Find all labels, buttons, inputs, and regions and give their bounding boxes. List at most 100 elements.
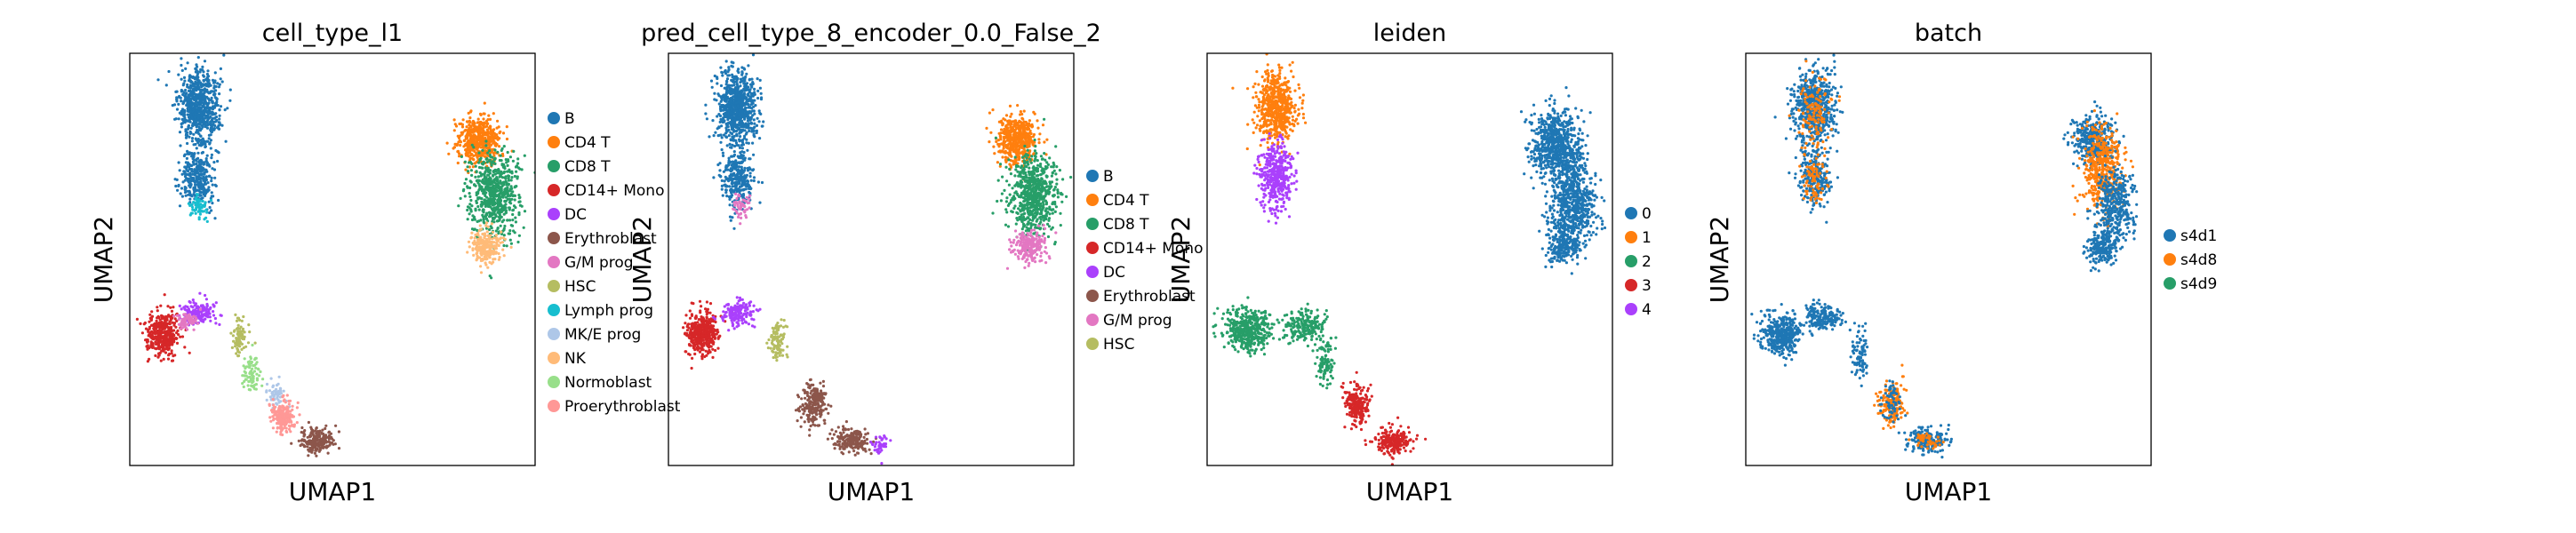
point: [190, 94, 194, 98]
point: [753, 122, 756, 125]
point: [236, 354, 240, 358]
point: [743, 134, 747, 138]
point: [337, 430, 340, 434]
point: [202, 79, 205, 83]
point: [183, 187, 187, 191]
point: [487, 252, 491, 256]
point: [311, 433, 315, 436]
point: [508, 194, 512, 197]
point: [285, 430, 289, 434]
point: [171, 359, 175, 362]
point: [174, 325, 178, 329]
point: [158, 351, 162, 354]
point: [740, 66, 744, 69]
point: [725, 77, 730, 81]
point: [743, 129, 747, 132]
point: [470, 231, 474, 235]
point: [502, 208, 506, 211]
point: [164, 321, 168, 325]
point: [483, 112, 486, 115]
point: [746, 169, 750, 172]
point: [480, 227, 484, 231]
point: [704, 112, 708, 115]
point: [731, 143, 734, 147]
point: [508, 168, 511, 171]
point: [291, 408, 294, 411]
point: [166, 341, 170, 345]
point: [187, 108, 190, 112]
point: [736, 76, 740, 80]
point: [189, 318, 193, 322]
point: [179, 192, 182, 195]
point: [720, 136, 724, 139]
point: [195, 193, 199, 196]
point: [489, 234, 492, 237]
point: [736, 204, 740, 208]
point: [278, 407, 282, 411]
point: [197, 189, 201, 193]
point: [761, 124, 764, 128]
point: [212, 90, 216, 93]
point: [235, 327, 239, 330]
point: [283, 398, 286, 402]
point: [724, 191, 728, 195]
point: [308, 434, 312, 437]
point: [717, 125, 721, 130]
point: [733, 115, 737, 119]
point: [146, 339, 149, 343]
point: [731, 76, 734, 79]
point: [473, 236, 476, 240]
point: [187, 123, 190, 128]
point: [183, 346, 187, 349]
point: [188, 89, 192, 92]
point: [487, 211, 492, 214]
point: [195, 188, 198, 192]
point: [186, 305, 189, 309]
point: [211, 99, 214, 103]
point: [260, 384, 264, 387]
point: [734, 174, 739, 178]
point: [498, 158, 502, 163]
point: [466, 218, 469, 221]
point: [481, 166, 484, 170]
point: [170, 352, 173, 355]
point: [202, 74, 205, 77]
point: [210, 179, 213, 183]
point: [154, 354, 157, 357]
point: [484, 194, 487, 197]
point: [490, 181, 493, 186]
point: [196, 116, 200, 120]
point: [476, 196, 480, 200]
cluster-b: [156, 53, 232, 164]
point: [723, 70, 727, 74]
point: [183, 190, 188, 195]
point: [482, 192, 485, 195]
point: [180, 68, 184, 72]
point: [498, 137, 501, 140]
point: [492, 187, 496, 190]
point: [321, 428, 324, 432]
point: [745, 72, 748, 76]
point: [486, 250, 490, 253]
point: [175, 90, 179, 93]
point: [496, 150, 500, 154]
point: [198, 70, 202, 74]
point: [1021, 123, 1025, 127]
point: [745, 82, 749, 85]
point: [724, 111, 727, 115]
point: [205, 154, 209, 157]
point: [178, 204, 182, 208]
point: [488, 274, 492, 278]
point: [206, 310, 211, 314]
point: [486, 166, 490, 170]
point: [745, 123, 748, 126]
point: [753, 112, 756, 115]
point: [734, 126, 739, 130]
point: [200, 172, 204, 176]
point: [747, 112, 750, 115]
point: [732, 101, 736, 105]
point: [723, 183, 726, 187]
point: [734, 141, 739, 145]
point: [254, 366, 258, 370]
point: [452, 146, 457, 149]
